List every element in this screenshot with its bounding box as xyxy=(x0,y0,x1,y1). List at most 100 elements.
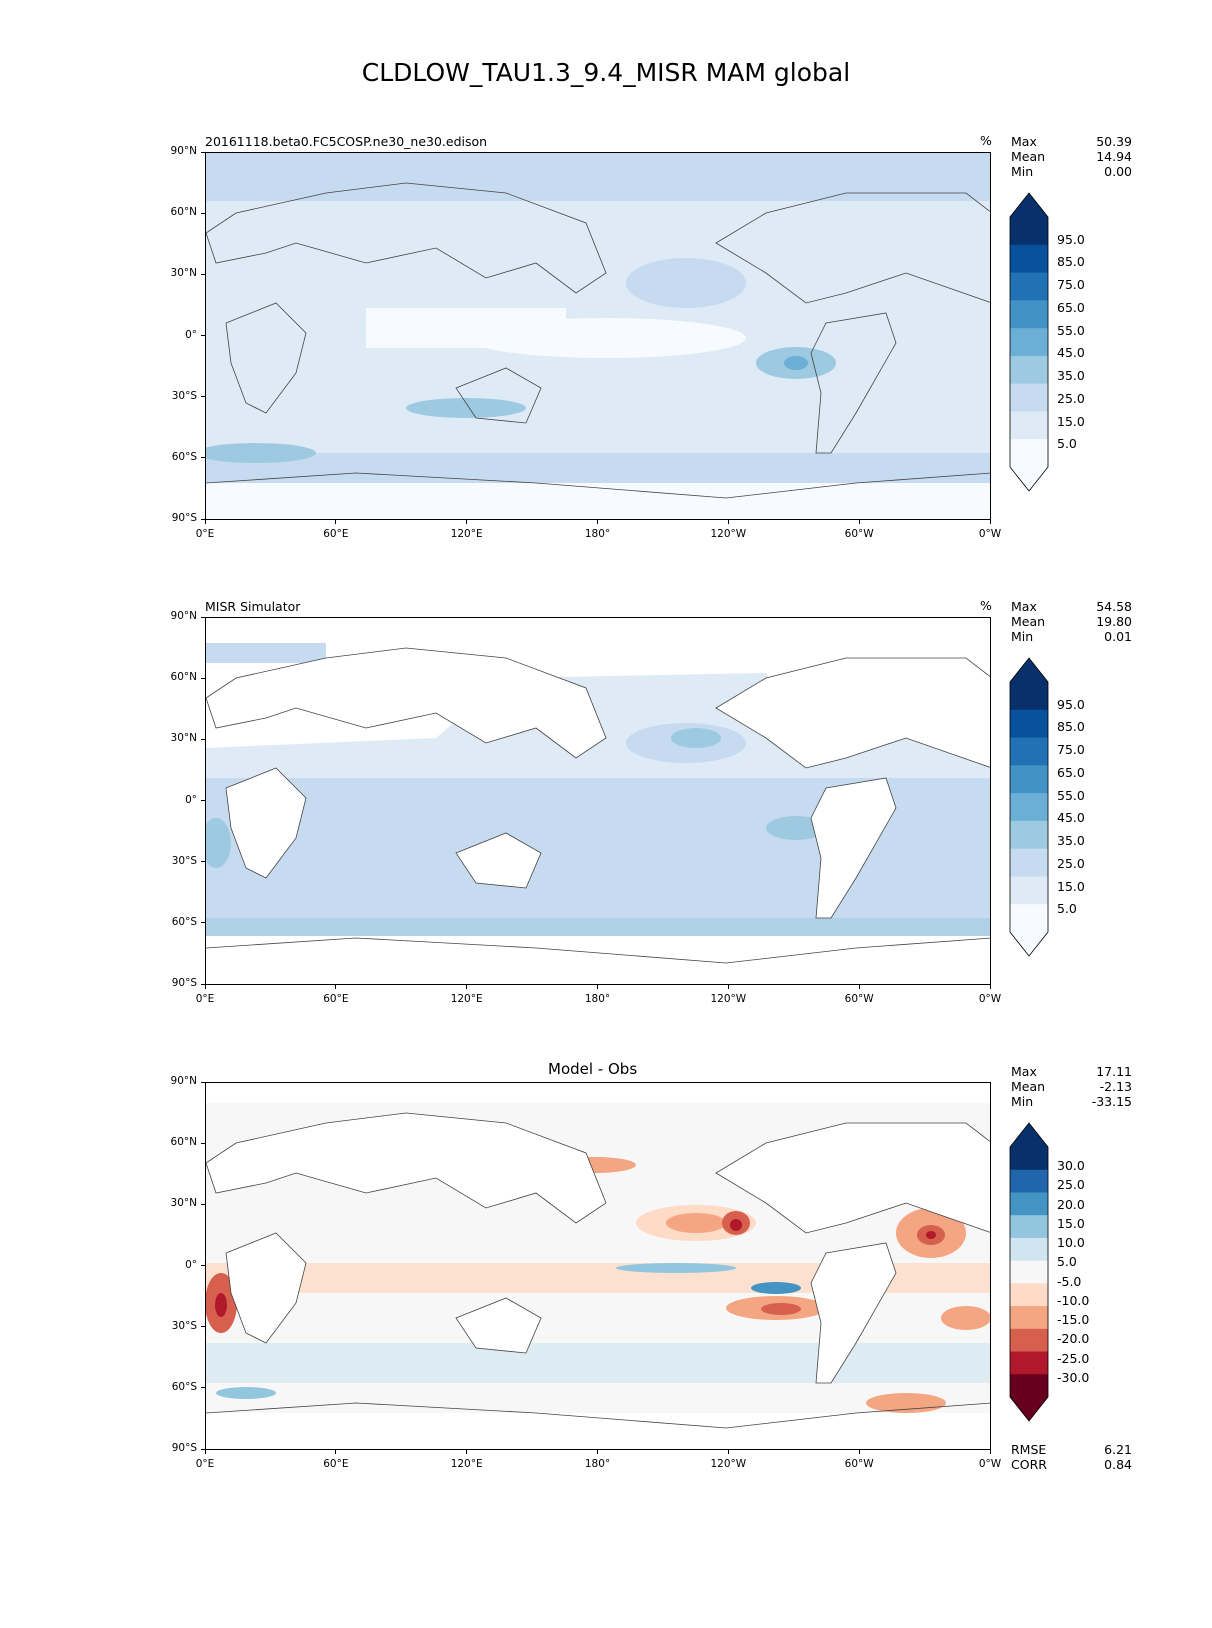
colorbar-label: 65.0 xyxy=(1057,299,1085,315)
x-tick-mark xyxy=(335,520,337,524)
y-tick-mark xyxy=(201,677,205,679)
x-tick-label: 120°E xyxy=(450,528,483,540)
y-tick-mark xyxy=(201,1265,205,1266)
colorbar-label: -25.0 xyxy=(1057,1350,1090,1366)
x-tick-mark xyxy=(597,1450,598,1454)
x-tick-mark xyxy=(597,985,598,989)
x-tick-mark xyxy=(466,985,468,989)
stat-mean-label: Mean xyxy=(1011,614,1046,629)
colorbar-label: 15.0 xyxy=(1057,413,1085,429)
x-tick-label: 0°E xyxy=(195,993,215,1005)
x-tick-mark xyxy=(727,520,729,524)
colorbar-label: 30.0 xyxy=(1057,1158,1085,1174)
colorbar-segment xyxy=(1010,217,1048,246)
map-field xyxy=(206,153,990,519)
colorbar-svg xyxy=(1009,192,1049,492)
stat-max-value: 50.39 xyxy=(1096,134,1132,149)
y-tick-mark xyxy=(201,616,205,618)
y-tick-mark xyxy=(201,273,205,275)
colorbar-segment xyxy=(1010,411,1048,440)
colorbar-label: 45.0 xyxy=(1057,810,1085,826)
x-tick-mark xyxy=(335,985,337,989)
x-tick-label: 0°W xyxy=(978,1458,1002,1470)
colorbar-segment xyxy=(1010,1328,1048,1353)
y-tick-label: 30°S xyxy=(171,389,197,402)
stat-max-value: 54.58 xyxy=(1096,599,1132,614)
y-tick-label: 30°S xyxy=(171,1319,197,1332)
x-tick-mark xyxy=(204,520,206,524)
x-tick-mark xyxy=(858,1450,860,1454)
y-tick-label: 90°S xyxy=(171,1442,197,1454)
y-tick-label: 30°N xyxy=(170,732,197,745)
x-tick-mark xyxy=(466,520,468,524)
colorbar-label: 25.0 xyxy=(1057,855,1085,871)
panel-obs: MISR Simulator % xyxy=(0,595,1212,1015)
stat-mean-label: Mean xyxy=(1011,1079,1046,1094)
colorbar-extend-bottom xyxy=(1010,467,1048,491)
colorbar-segment xyxy=(1010,793,1048,822)
y-tick-label: 90°N xyxy=(170,145,197,157)
y-tick-mark xyxy=(201,1081,205,1083)
y-tick-mark xyxy=(201,922,205,924)
x-tick-label: 180° xyxy=(584,993,611,1005)
x-tick-label: 120°W xyxy=(710,1458,747,1470)
colorbar-segment xyxy=(1010,904,1048,933)
panel-center-title: Model - Obs xyxy=(548,1060,638,1078)
stat-min-label: Min xyxy=(1011,164,1034,179)
colorbar-segment xyxy=(1010,1215,1048,1239)
x-tick-label: 60°W xyxy=(844,1458,874,1470)
stat-mean-label: Mean xyxy=(1011,149,1046,164)
x-tick-label: 60°W xyxy=(844,993,874,1005)
y-tick-mark xyxy=(201,1142,205,1144)
colorbar-label: 55.0 xyxy=(1057,787,1085,803)
colorbar-label: 55.0 xyxy=(1057,322,1085,338)
x-tick-label: 120°W xyxy=(710,528,747,540)
y-tick-label: 90°N xyxy=(170,610,197,622)
y-tick-label: 60°S xyxy=(171,1380,197,1393)
colorbar-label: 15.0 xyxy=(1057,1215,1085,1231)
stat-max-label: Max xyxy=(1011,599,1037,614)
colorbar-segment xyxy=(1010,1237,1048,1262)
stat-min-value: 0.01 xyxy=(1104,629,1132,644)
y-tick-mark xyxy=(201,1203,205,1205)
stat-mean-value: -2.13 xyxy=(1099,1079,1132,1094)
y-tick-mark xyxy=(201,212,205,214)
coastlines xyxy=(206,182,990,499)
colorbar-segment xyxy=(1010,876,1048,905)
colorbar-extend-top xyxy=(1010,1123,1048,1147)
x-tick-mark xyxy=(858,985,860,989)
colorbar-segment xyxy=(1010,1283,1048,1307)
y-tick-label: 60°N xyxy=(170,206,197,219)
x-tick-mark xyxy=(335,1450,337,1454)
stat-corr-label: CORR xyxy=(1011,1457,1047,1472)
colorbar-label: 45.0 xyxy=(1057,345,1085,361)
stat-rmse-value: 6.21 xyxy=(1104,1442,1132,1457)
coastlines xyxy=(206,1112,990,1429)
x-tick-mark xyxy=(727,985,729,989)
colorbar-label: 35.0 xyxy=(1057,833,1085,849)
colorbar-label: -10.0 xyxy=(1057,1292,1090,1308)
colorbar-segment xyxy=(1010,328,1048,357)
stat-max-label: Max xyxy=(1011,134,1037,149)
x-tick-label: 0°E xyxy=(195,528,215,540)
x-tick-mark xyxy=(858,520,860,524)
colorbar-extend-bottom xyxy=(1010,1397,1048,1421)
colorbar-label: 25.0 xyxy=(1057,1177,1085,1193)
panel-units: % xyxy=(980,598,992,613)
y-tick-label: 90°S xyxy=(171,512,197,524)
stat-corr-value: 0.84 xyxy=(1104,1457,1132,1472)
y-tick-mark xyxy=(201,457,205,459)
colorbar-segment xyxy=(1010,682,1048,711)
y-tick-mark xyxy=(201,1326,205,1328)
y-tick-mark xyxy=(201,396,205,398)
x-tick-label: 60°W xyxy=(844,528,874,540)
panel-left-title: MISR Simulator xyxy=(205,599,301,614)
colorbar-label: 85.0 xyxy=(1057,254,1085,270)
x-tick-mark xyxy=(204,985,206,989)
colorbar-segment xyxy=(1010,355,1048,385)
y-tick-label: 90°S xyxy=(171,977,197,989)
y-tick-mark xyxy=(201,800,205,801)
colorbar-label: -20.0 xyxy=(1057,1331,1090,1347)
stat-max-label: Max xyxy=(1011,1064,1037,1079)
map-field xyxy=(206,1083,990,1449)
